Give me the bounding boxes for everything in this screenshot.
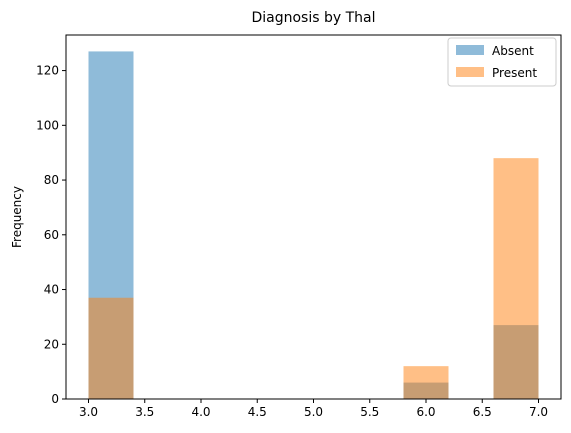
x-tick-label: 6.5 — [473, 405, 492, 419]
bars-group — [88, 51, 539, 399]
x-tick-label: 5.5 — [360, 405, 379, 419]
legend: Absent Present — [447, 37, 557, 87]
y-tick-label: 120 — [36, 64, 59, 78]
bar-present-7 — [403, 366, 449, 399]
bar-present-9 — [493, 158, 539, 399]
legend-swatch-present — [456, 67, 484, 77]
legend-label-present: Present — [492, 66, 537, 80]
y-tick-label: 0 — [51, 392, 59, 406]
x-tick-label: 4.0 — [191, 405, 210, 419]
y-tick-label: 60 — [44, 228, 59, 242]
x-tick-label: 3.5 — [135, 405, 154, 419]
legend-swatch-absent — [456, 45, 484, 55]
y-axis-ticks: 0 20 40 60 80 100 120 — [36, 64, 66, 406]
legend-label-absent: Absent — [492, 44, 534, 58]
plot-frame — [65, 34, 562, 400]
x-tick-label: 7.0 — [529, 405, 548, 419]
x-tick-label: 6.0 — [416, 405, 435, 419]
y-axis-label: Frequency — [10, 186, 24, 248]
y-tick-label: 80 — [44, 173, 59, 187]
y-tick-label: 100 — [36, 118, 59, 132]
x-axis-ticks: 3.0 3.5 4.0 4.5 5.0 5.5 6.0 6.5 7.0 — [79, 399, 548, 419]
y-tick-label: 20 — [44, 337, 59, 351]
x-tick-label: 4.5 — [248, 405, 267, 419]
bar-present-0 — [88, 297, 134, 399]
x-tick-label: 3.0 — [79, 405, 98, 419]
y-tick-label: 40 — [44, 283, 59, 297]
x-tick-label: 5.0 — [304, 405, 323, 419]
chart-title: Diagnosis by Thal — [251, 10, 375, 26]
